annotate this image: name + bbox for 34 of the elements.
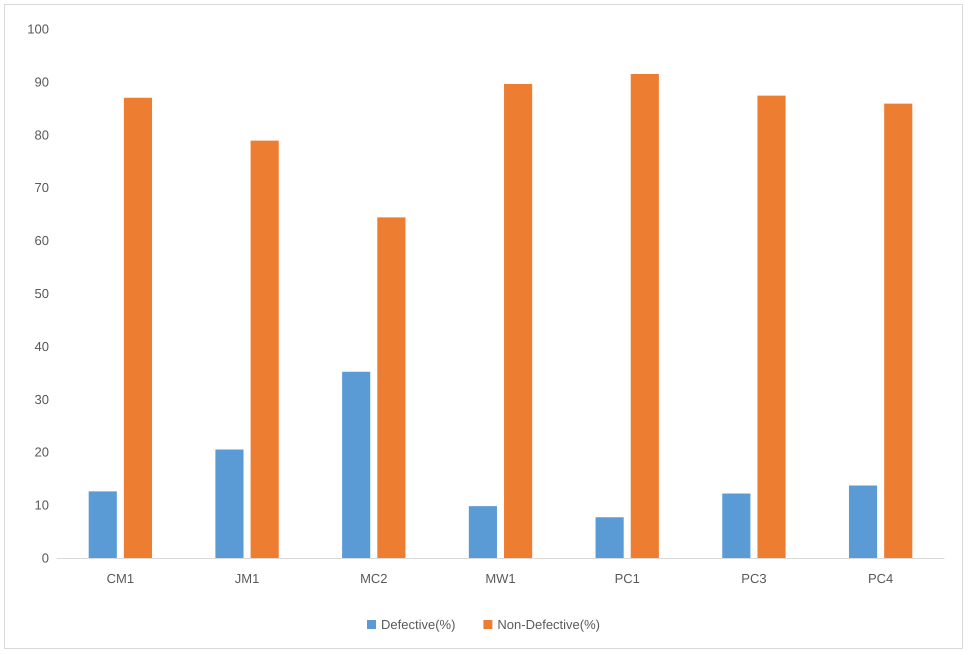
bar xyxy=(848,486,878,558)
bar xyxy=(596,517,624,558)
x-tick-label: CM1 xyxy=(106,571,134,586)
bar xyxy=(88,491,117,558)
x-tick-label: MW1 xyxy=(485,571,516,586)
bar xyxy=(215,450,244,558)
y-tick-label: 90 xyxy=(34,74,49,90)
y-tick-label: 60 xyxy=(34,233,49,248)
y-tick-label: 40 xyxy=(34,338,49,354)
x-tick-label: JM1 xyxy=(234,571,260,586)
bar xyxy=(630,74,659,558)
bar xyxy=(504,84,532,558)
y-tick-label: 50 xyxy=(34,286,49,301)
x-tick-label: PC1 xyxy=(614,571,640,586)
legend-label: Non-Defective(%) xyxy=(497,617,600,632)
bar xyxy=(377,217,406,558)
bar xyxy=(468,506,497,558)
y-tick-label: 10 xyxy=(34,498,49,513)
x-tick-label: PC4 xyxy=(868,571,894,586)
y-tick-label: 30 xyxy=(34,392,49,407)
y-tick-label: 70 xyxy=(34,180,49,196)
bar xyxy=(124,98,152,558)
bar xyxy=(884,104,912,558)
bar xyxy=(722,493,750,558)
x-tick-label: PC3 xyxy=(741,571,767,586)
bar xyxy=(757,96,786,558)
legend-label: Defective(%) xyxy=(381,617,456,632)
x-tick-label: MC2 xyxy=(360,571,388,586)
bar xyxy=(342,372,370,558)
bar xyxy=(250,140,279,558)
y-tick-label: 80 xyxy=(34,127,49,142)
y-tick-label: 20 xyxy=(34,444,49,460)
y-tick-label: 100 xyxy=(27,22,49,36)
y-tick-label: 0 xyxy=(42,550,49,566)
